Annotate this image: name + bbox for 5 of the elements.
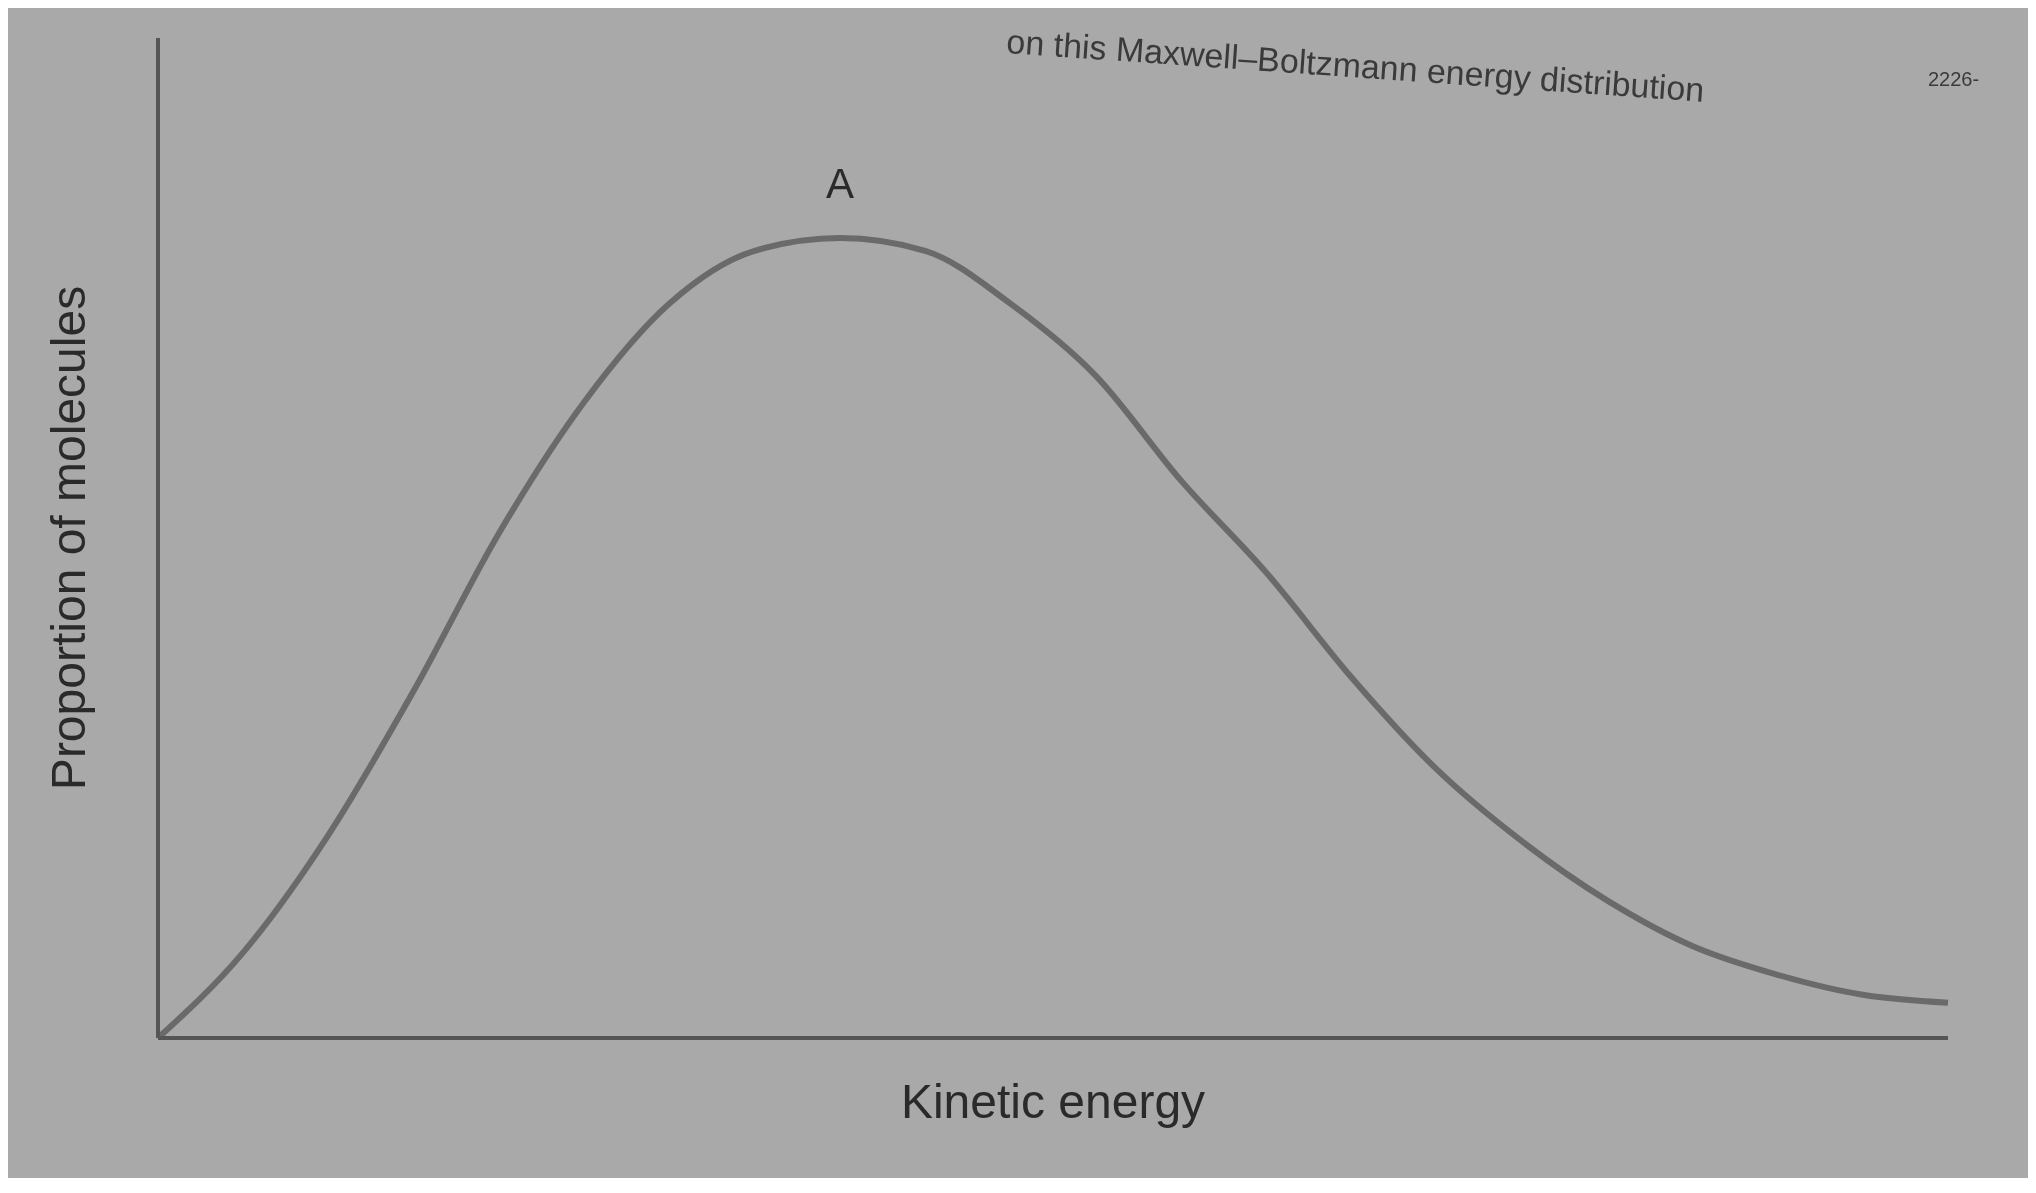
text: on this Maxwell–Boltzmann energy distribution [1005, 22, 1706, 110]
x-axis-title: Kinetic energy [900, 1075, 1206, 1128]
y-axis-title: Proportion of molecules [42, 285, 96, 791]
annotation: A [825, 160, 854, 207]
text: 2226- [1928, 68, 1980, 91]
